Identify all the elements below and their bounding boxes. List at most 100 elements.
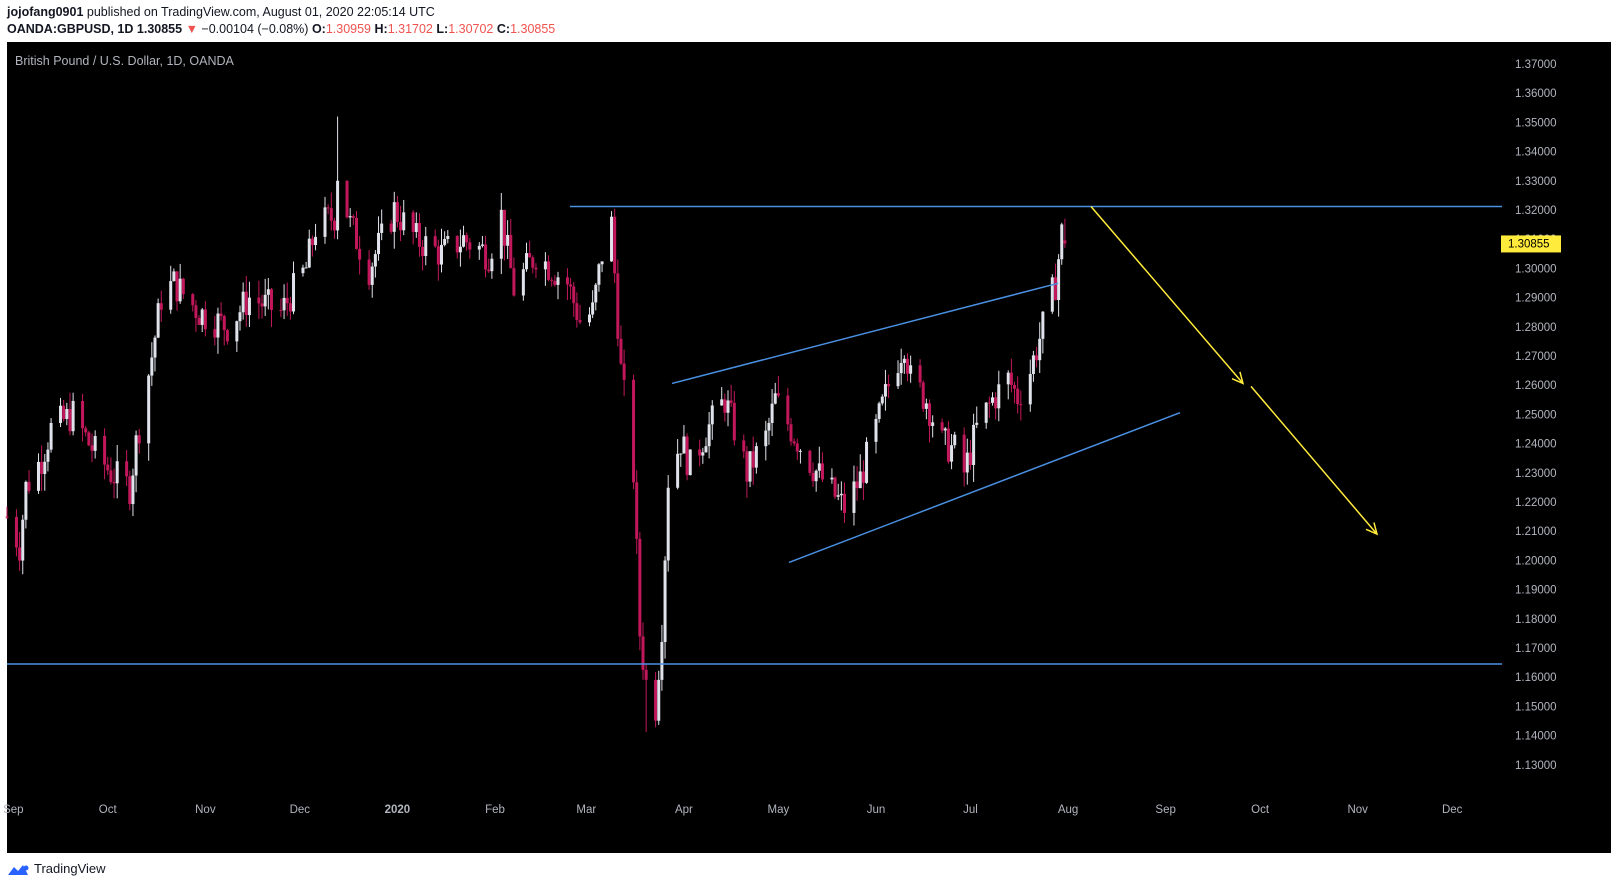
price-tick-label: 1.22000	[1515, 497, 1557, 509]
candle-body	[808, 450, 812, 473]
candle-body	[972, 424, 976, 465]
candle-body	[241, 291, 245, 313]
candle-body	[219, 313, 223, 316]
candle-body	[682, 436, 686, 454]
brand-name[interactable]: TradingView	[34, 861, 106, 876]
candle-body	[723, 399, 727, 413]
candle-body	[71, 400, 75, 432]
candle-body	[877, 403, 881, 419]
open-value: 1.30959	[325, 22, 372, 36]
candle-body	[685, 436, 689, 476]
time-tick-label: Nov	[1347, 804, 1368, 816]
candle-body	[197, 318, 201, 325]
candle-body	[909, 365, 913, 374]
candle-body	[1009, 372, 1013, 386]
candle-body	[36, 461, 40, 491]
candle-body	[896, 373, 900, 387]
candle-body	[87, 432, 91, 446]
candle-body	[899, 362, 903, 374]
candle-body	[266, 289, 270, 295]
time-tick-label: Jun	[867, 804, 886, 816]
candle-body	[587, 314, 591, 323]
candle-body	[304, 267, 308, 269]
candle-body	[509, 235, 513, 269]
candle-body	[990, 397, 994, 403]
candle-body	[433, 236, 437, 247]
chart-title: British Pound / U.S. Dollar, 1D, OANDA	[15, 54, 234, 68]
candle-body	[843, 493, 847, 513]
price-tick-label: 1.23000	[1515, 468, 1557, 480]
candle-body	[789, 424, 793, 442]
candle-body	[178, 278, 182, 302]
time-tick-label: 2020	[385, 804, 411, 816]
candle-body	[745, 451, 749, 482]
candle-body	[874, 418, 878, 442]
candle-body	[18, 547, 22, 561]
candle-body	[150, 357, 154, 376]
close-value: 1.30855	[510, 22, 556, 36]
candle-body	[14, 516, 18, 548]
drawings-group	[7, 205, 1502, 665]
candle-body	[865, 441, 869, 483]
candle-body	[21, 519, 25, 561]
candle-body	[1053, 277, 1057, 300]
candle-body	[1057, 259, 1061, 300]
price-tick-label: 1.14000	[1515, 731, 1557, 743]
candle-body	[553, 280, 557, 285]
candle-body	[565, 277, 569, 285]
time-axis[interactable]: Sep Oct Nov Dec 2020 Feb Mar Apr May Jun Jul Aug Sep…	[3, 804, 1463, 816]
candle-body	[858, 471, 862, 489]
candle-body	[962, 434, 966, 473]
author-name[interactable]: jojofang0901	[7, 5, 84, 19]
price-axis[interactable]: 1.37000 1.36000 1.35000 1.34000 1.33000 1.320…	[1501, 59, 1561, 772]
tradingview-logo-icon[interactable]	[6, 862, 30, 878]
candle-body	[59, 405, 63, 423]
candle-body	[968, 452, 972, 465]
candle-body	[191, 294, 195, 306]
candle-body	[358, 248, 362, 260]
candle-body	[833, 477, 837, 497]
candle-body	[439, 244, 443, 265]
candle-body	[798, 450, 802, 452]
candle-body	[591, 302, 595, 315]
open-label: O:	[311, 22, 326, 36]
candle-body	[222, 315, 226, 331]
candle-body	[921, 382, 925, 409]
candle-body	[1016, 388, 1020, 405]
candle-body	[975, 422, 979, 425]
candle-body	[263, 294, 267, 307]
candle-body	[285, 297, 289, 304]
candle-body	[531, 257, 535, 268]
candle-body	[125, 461, 129, 477]
price-tick-label: 1.15000	[1515, 701, 1557, 713]
candle-body	[931, 422, 935, 426]
candle-body	[600, 261, 604, 265]
candle-body	[301, 267, 305, 274]
candle-body	[354, 217, 358, 249]
chart-pane[interactable]	[7, 42, 1611, 853]
candle-body	[635, 482, 639, 539]
last-price: 1.30855	[136, 22, 183, 36]
candle-body	[701, 452, 705, 456]
candle-body	[468, 242, 472, 250]
candle-body	[326, 207, 330, 209]
candle-body	[852, 481, 856, 513]
symbol-label: OANDA:GBPUSD, 1D	[7, 22, 134, 36]
candle-body	[90, 445, 94, 451]
candle-body	[676, 453, 680, 488]
candle-body	[1013, 385, 1017, 389]
candle-body	[345, 180, 349, 218]
candle-body	[720, 399, 724, 406]
candle-body	[213, 329, 217, 338]
candle-body	[269, 289, 273, 310]
candle-body	[288, 303, 292, 312]
candle-body	[610, 216, 614, 262]
high-value: 1.31702	[387, 22, 433, 36]
candle-body	[924, 403, 928, 409]
candle-body	[1063, 240, 1067, 244]
price-tick-label: 1.32000	[1515, 205, 1557, 217]
candle-body	[578, 320, 582, 323]
candle-body	[436, 246, 440, 265]
candle-body	[817, 463, 821, 471]
